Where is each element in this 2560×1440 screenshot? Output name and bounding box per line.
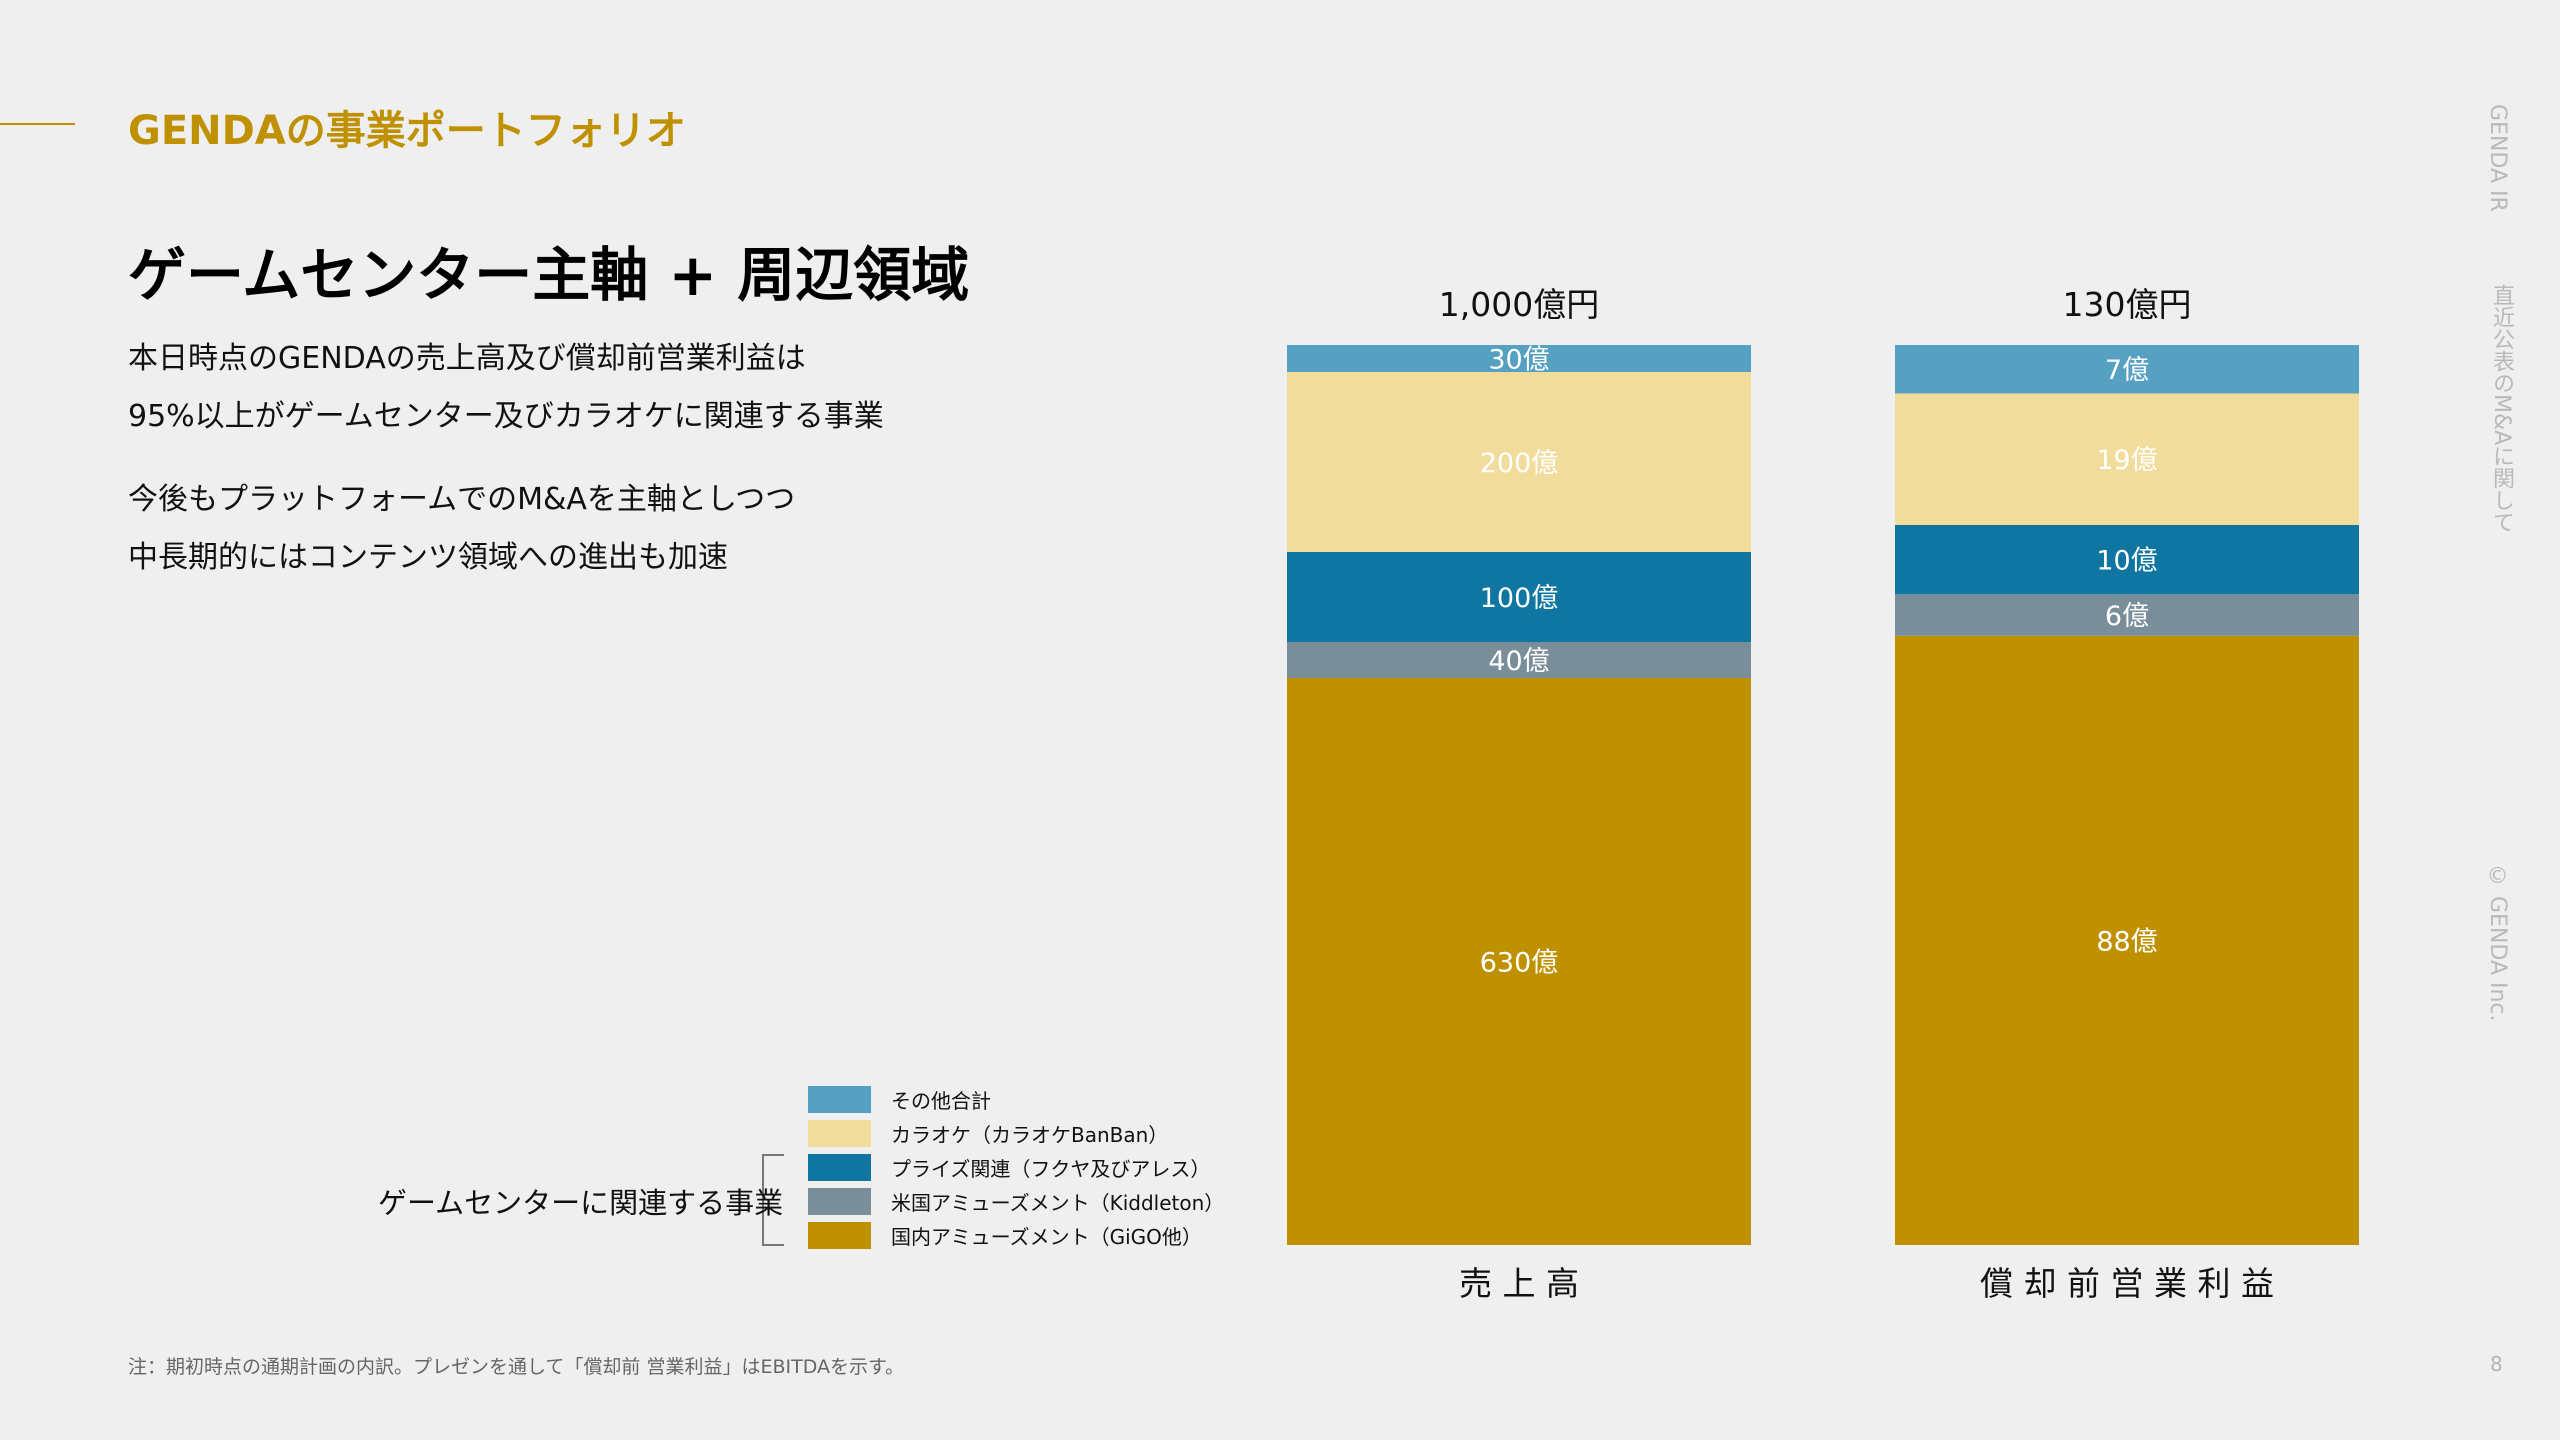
- legend-label-3: 米国アミューズメント（Kiddleton）: [891, 1190, 1225, 1215]
- legend-label-1: カラオケ（カラオケBanBan）: [891, 1122, 1169, 1147]
- body-text-line-3: 今後もプラットフォームでのM&Aを主軸としつつ: [128, 482, 796, 517]
- legend-swatch-0: [808, 1085, 871, 1113]
- bar-segment-1-3: [1895, 393, 2359, 525]
- bar-segment-1-2: [1895, 525, 2359, 595]
- bar-value-label-0-1: 40億: [1488, 646, 1549, 677]
- bar-total-label-0: 1,000億円: [1439, 285, 1599, 324]
- legend-swatch-4: [808, 1221, 871, 1249]
- category-label-0: 売 上 高: [1459, 1264, 1579, 1303]
- bar-value-label-1-2: 10億: [2096, 546, 2157, 577]
- chart-legend: その他合計カラオケ（カラオケBanBan） プライズ関連（フクヤ及びアレス） 米国ア…: [808, 1082, 1224, 1252]
- bar-segment-0-2: [1287, 552, 1751, 642]
- legend-swatch-1: [808, 1119, 871, 1147]
- legend-label-4: 国内アミューズメント（GiGO他）: [891, 1224, 1202, 1249]
- bar-value-label-0-2: 100億: [1480, 583, 1559, 614]
- bar-segment-1-1: [1895, 594, 2359, 636]
- bar-segment-0-1: [1287, 642, 1751, 678]
- body-text-line-2: 95%以上がゲームセンター及びカラオケに関連する事業: [128, 399, 884, 434]
- bar-value-label-1-0: 88億: [2096, 926, 2157, 957]
- bar-value-label-0-3: 200億: [1480, 448, 1559, 479]
- legend-item-2: プライズ関連（フクヤ及びアレス）: [808, 1150, 1224, 1184]
- legend-label-2: プライズ関連（フクヤ及びアレス）: [891, 1156, 1211, 1181]
- bar-segment-1-4: [1895, 345, 2359, 394]
- legend-item-4: 国内アミューズメント（GiGO他）: [808, 1218, 1224, 1252]
- bar-value-label-1-4: 7億: [2105, 355, 2149, 386]
- bar-segment-1-0: [1895, 635, 2359, 1245]
- side-label-topic: 直近公表のM&Aに関して: [2489, 284, 2514, 534]
- legend-swatch-3: [808, 1187, 871, 1215]
- legend-item-0: その他合計: [808, 1082, 1224, 1116]
- side-label-ir: GENDA IR: [2485, 104, 2510, 212]
- bar-segment-0-3: [1287, 372, 1751, 552]
- legend-bracket-label: ゲームセンターに関連する事業: [378, 1186, 784, 1220]
- bar-value-label-0-0: 630億: [1480, 948, 1559, 979]
- bar-value-label-0-4: 30億: [1488, 345, 1549, 376]
- bar-segment-0-4: [1287, 345, 1751, 372]
- page-headline: ゲームセンター主軸 + 周辺領域: [128, 241, 970, 309]
- accent-line: [0, 123, 75, 125]
- category-label-1: 償 却 前 営 業 利 益: [1980, 1264, 2274, 1303]
- bar-segment-0-0: [1287, 678, 1751, 1245]
- legend-label-0: その他合計: [891, 1088, 991, 1113]
- bar-value-label-1-1: 6億: [2105, 601, 2149, 632]
- page-number: 8: [2490, 1352, 2503, 1376]
- side-label-copyright: © GENDA Inc.: [2485, 864, 2510, 1022]
- body-text-line-4: 中長期的にはコンテンツ領域への進出も加速: [128, 540, 728, 575]
- body-text-line-1: 本日時点のGENDAの売上高及び償却前営業利益は: [128, 341, 806, 376]
- legend-item-1: カラオケ（カラオケBanBan）: [808, 1116, 1224, 1150]
- bar-total-label-1: 130億円: [2063, 285, 2192, 324]
- footnote: 注：期初時点の通期計画の内訳。プレゼンを通して「償却前 営業利益」はEBITDA…: [128, 1356, 905, 1378]
- legend-swatch-2: [808, 1153, 871, 1181]
- legend-item-3: 米国アミューズメント（Kiddleton）: [808, 1184, 1224, 1218]
- bar-value-label-1-3: 19億: [2096, 445, 2157, 476]
- section-title: GENDAの事業ポートフォリオ: [128, 108, 686, 154]
- legend-bracket: [762, 1154, 784, 1246]
